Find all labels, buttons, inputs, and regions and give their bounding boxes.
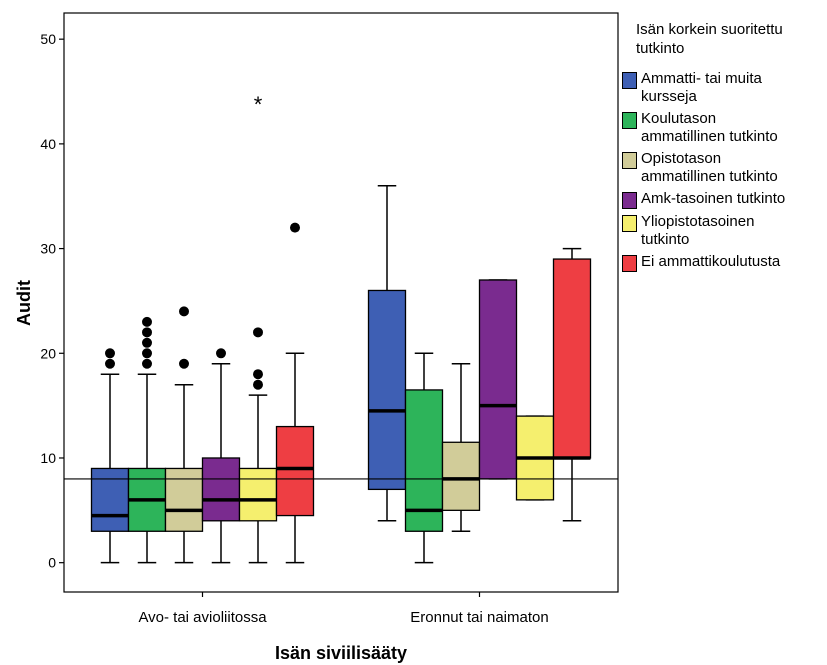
outlier-point xyxy=(253,369,263,380)
box-iqr xyxy=(441,441,481,511)
outlier-point xyxy=(142,358,152,369)
legend-item: Amk-tasoinen tutkinto xyxy=(622,190,827,209)
legend-item: Ei ammattikoulutusta xyxy=(622,253,827,272)
legend-label: Ammatti- tai muita kursseja xyxy=(641,70,762,105)
box-iqr xyxy=(164,467,204,532)
legend-items: Ammatti- tai muita kursseja Koulutason am… xyxy=(622,70,827,272)
legend-label: Yliopistotasoinen tutkinto xyxy=(641,213,755,248)
x-axis: Avo- tai avioliitossa Eronnut tai naimato… xyxy=(138,592,549,626)
legend-title: Isän korkein suoritettu tutkinto xyxy=(636,21,783,57)
box-4-1 xyxy=(515,415,555,501)
legend-swatch xyxy=(622,112,637,129)
legend-swatch xyxy=(622,255,637,272)
outlier-point xyxy=(179,306,189,317)
box-5-1 xyxy=(552,247,592,522)
box-iqr xyxy=(404,389,444,532)
outlier-point xyxy=(142,316,152,327)
box-0-0 xyxy=(90,348,130,564)
y-tick-label: 40 xyxy=(40,136,56,152)
outlier-point xyxy=(290,222,300,233)
outlier-point xyxy=(105,358,115,369)
box-iqr xyxy=(238,467,278,522)
x-tick-label: Avo- tai avioliitossa xyxy=(138,609,267,626)
y-tick-label: 20 xyxy=(40,345,56,361)
outlier-point xyxy=(216,348,226,359)
legend-item: Yliopistotasoinen tutkinto xyxy=(622,213,827,249)
box-0-1 xyxy=(367,185,407,522)
box-5-0 xyxy=(275,222,315,564)
y-tick-label: 30 xyxy=(40,241,56,257)
outlier-point xyxy=(253,379,263,390)
box-iqr xyxy=(552,258,592,459)
box-4-0: * xyxy=(238,92,278,564)
y-tick-label: 50 xyxy=(40,31,56,47)
outlier-point xyxy=(142,327,152,338)
outlier-point xyxy=(253,327,263,338)
legend-label: Opistotason ammatillinen tutkinto xyxy=(641,150,778,185)
box-1-0 xyxy=(127,316,167,564)
legend-label: Ei ammattikoulutusta xyxy=(641,253,781,270)
outlier-point xyxy=(142,348,152,359)
extreme-point: * xyxy=(254,92,263,117)
box-3-1 xyxy=(478,279,518,480)
x-axis-label: Isän siviilisääty xyxy=(275,643,407,663)
box-series: * xyxy=(90,92,592,564)
legend-item: Koulutason ammatillinen tutkinto xyxy=(622,110,827,146)
legend-item: Opistotason ammatillinen tutkinto xyxy=(622,150,827,186)
outlier-point xyxy=(142,337,152,348)
legend-swatch xyxy=(622,192,637,209)
legend-swatch xyxy=(622,152,637,169)
y-tick-label: 0 xyxy=(48,555,56,571)
box-iqr xyxy=(478,279,518,480)
legend: Isän korkein suoritettu tutkinto Ammatti… xyxy=(622,20,827,276)
legend-item: Ammatti- tai muita kursseja xyxy=(622,70,827,106)
plot-frame xyxy=(63,12,619,593)
box-1-1 xyxy=(404,352,444,564)
legend-label: Amk-tasoinen tutkinto xyxy=(641,190,786,207)
legend-swatch xyxy=(622,215,637,232)
y-tick-label: 10 xyxy=(40,450,56,466)
box-iqr xyxy=(367,289,407,491)
box-iqr xyxy=(201,457,241,522)
legend-label: Koulutason ammatillinen tutkinto xyxy=(641,110,778,145)
x-tick-label: Eronnut tai naimaton xyxy=(410,609,548,626)
box-iqr xyxy=(90,467,130,532)
y-axis: 0 10 20 30 40 50 xyxy=(40,31,64,571)
legend-swatch xyxy=(622,72,637,89)
outlier-point xyxy=(105,348,115,359)
box-2-0 xyxy=(164,306,204,564)
box-2-1 xyxy=(441,363,481,533)
box-iqr xyxy=(275,425,315,517)
y-axis-label: Audit xyxy=(14,280,34,326)
box-3-0 xyxy=(201,348,241,564)
outlier-point xyxy=(179,358,189,369)
